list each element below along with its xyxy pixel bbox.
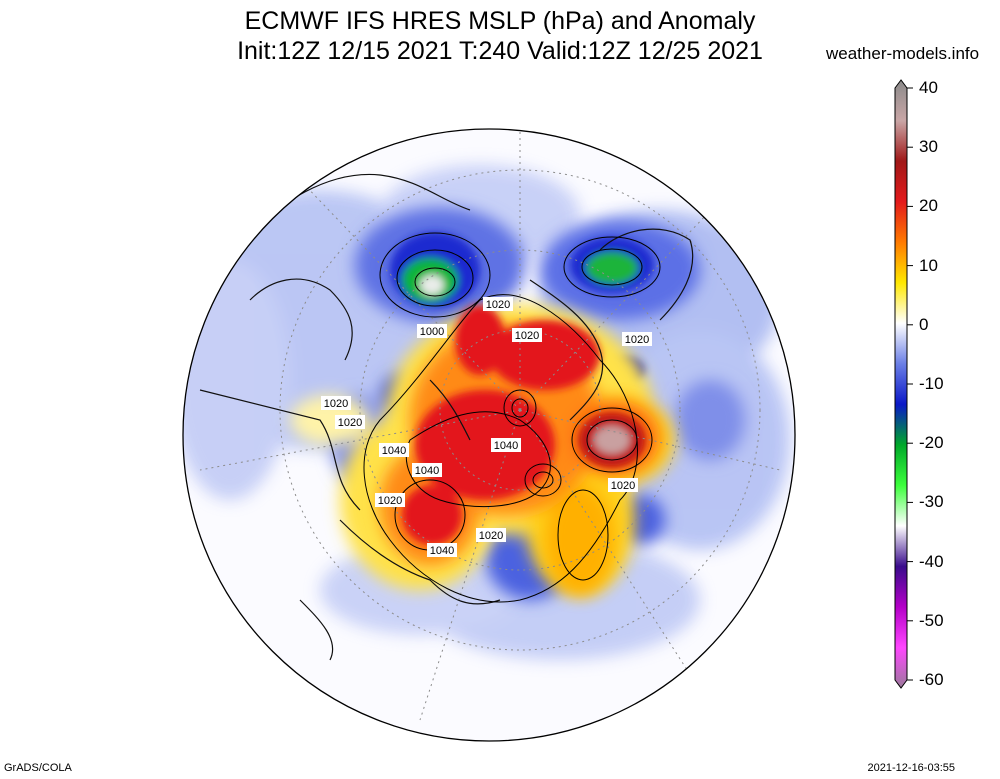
isobar-labels: 1020 1000 1020 1020 1020 1020 1040 1040 1040 1020… <box>321 297 652 557</box>
svg-text:1020: 1020 <box>486 299 510 311</box>
colorbar-tick-label: 30 <box>919 137 938 157</box>
colorbar-tick-label: -10 <box>919 374 944 393</box>
colorbar-tick-label: -20 <box>919 433 944 453</box>
isobar-label: 1020 <box>512 328 542 342</box>
svg-text:1020: 1020 <box>515 330 539 342</box>
svg-text:1040: 1040 <box>430 545 454 557</box>
map-title-line1: ECMWF IFS HRES MSLP (hPa) and Anomaly <box>244 7 756 35</box>
footer-right: 2021-12-16-03:55 <box>867 762 955 774</box>
anomaly-field <box>183 129 795 741</box>
map-boundary <box>182 128 796 742</box>
colorbar-tick-label: 0 <box>919 314 929 334</box>
svg-text:1040: 1040 <box>415 465 439 477</box>
svg-text:1020: 1020 <box>378 495 402 507</box>
svg-text:1020: 1020 <box>479 530 503 542</box>
svg-text:1040: 1040 <box>494 440 518 452</box>
colorbar-ticks <box>907 87 913 681</box>
isobar-label: 1020 <box>335 415 365 429</box>
isobar-label: 1000 <box>417 324 447 338</box>
colorbar-tick-label: -60 <box>919 670 944 689</box>
isobars <box>363 232 661 603</box>
isobar-label: 1020 <box>622 332 652 346</box>
colorbar-strip <box>894 79 908 689</box>
colorbar <box>894 79 913 689</box>
graticule <box>199 129 781 721</box>
svg-text:1020: 1020 <box>324 398 348 410</box>
colorbar-tick-label: 40 <box>919 78 938 97</box>
isobar-label: 1020 <box>483 297 513 311</box>
svg-text:1040: 1040 <box>382 445 406 457</box>
isobar-label: 1020 <box>608 478 638 492</box>
isobar-label: 1040 <box>412 463 442 477</box>
isobar-label: 1040 <box>427 543 457 557</box>
coastlines <box>199 129 694 661</box>
isobar-label: 1040 <box>491 438 521 452</box>
colorbar-tick-label: -50 <box>919 610 944 630</box>
isobar-label: 1040 <box>379 443 409 457</box>
colorbar-tick-label: 10 <box>919 255 938 275</box>
isobar-label: 1020 <box>476 528 506 542</box>
isobar-label: 1020 <box>321 396 351 410</box>
svg-text:1020: 1020 <box>338 417 362 429</box>
colorbar-tick-label: -30 <box>919 492 944 512</box>
source-label: weather-models.info <box>826 44 980 63</box>
isobar-label: 1020 <box>375 493 405 507</box>
map-title-line2: Init:12Z 12/15 2021 T:240 Valid:12Z 12/2… <box>237 37 763 65</box>
svg-text:1020: 1020 <box>611 480 635 492</box>
colorbar-tick-label: 20 <box>919 196 938 216</box>
colorbar-tick-label: -40 <box>919 551 944 571</box>
svg-text:1000: 1000 <box>420 326 444 338</box>
svg-text:1020: 1020 <box>625 334 649 346</box>
footer-left: GrADS/COLA <box>4 762 72 774</box>
